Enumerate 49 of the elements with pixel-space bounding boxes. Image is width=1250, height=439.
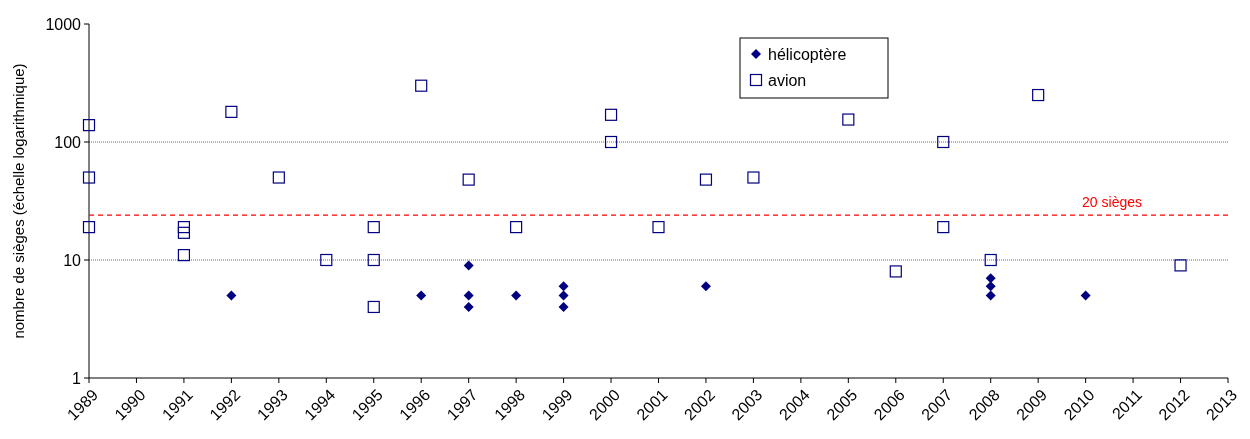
point [984, 253, 997, 267]
point [177, 221, 191, 234]
point [699, 173, 713, 186]
point [985, 290, 996, 301]
point [463, 301, 474, 312]
point [367, 253, 380, 267]
point [558, 301, 569, 312]
point [558, 290, 569, 301]
point [985, 281, 996, 292]
point [747, 171, 760, 184]
point [272, 171, 285, 184]
point [510, 221, 523, 234]
y-tick-label: 100 [54, 133, 82, 151]
point [937, 135, 950, 149]
legend-label: hélicoptère [768, 45, 847, 63]
point [177, 226, 191, 239]
point [889, 265, 902, 278]
point [604, 135, 618, 149]
point [842, 113, 855, 126]
point [416, 290, 427, 301]
point [320, 253, 333, 267]
point [226, 290, 237, 301]
point [652, 221, 665, 234]
ref-line-label: 20 sièges [1082, 194, 1142, 211]
point [511, 290, 522, 301]
point [463, 290, 474, 301]
y-tick-label: 10 [63, 251, 82, 269]
point [82, 221, 96, 234]
y-axis-title: nombre de sièges (échelle logarithmique) [10, 63, 27, 339]
point [985, 273, 996, 284]
point [1174, 259, 1187, 272]
point [82, 119, 96, 132]
point [1032, 88, 1045, 102]
point [1080, 290, 1091, 301]
y-tick-label: 1000 [45, 15, 82, 33]
point [82, 171, 96, 184]
y-tick-label: 1 [72, 369, 82, 387]
legend-label: avion [768, 71, 807, 89]
point [604, 108, 618, 121]
point [462, 173, 475, 186]
point [463, 260, 474, 271]
point [225, 105, 238, 118]
point [177, 249, 191, 262]
point [558, 281, 569, 292]
point [937, 221, 950, 234]
point [367, 221, 380, 234]
point [367, 300, 380, 314]
point [415, 79, 428, 92]
point [700, 281, 711, 292]
